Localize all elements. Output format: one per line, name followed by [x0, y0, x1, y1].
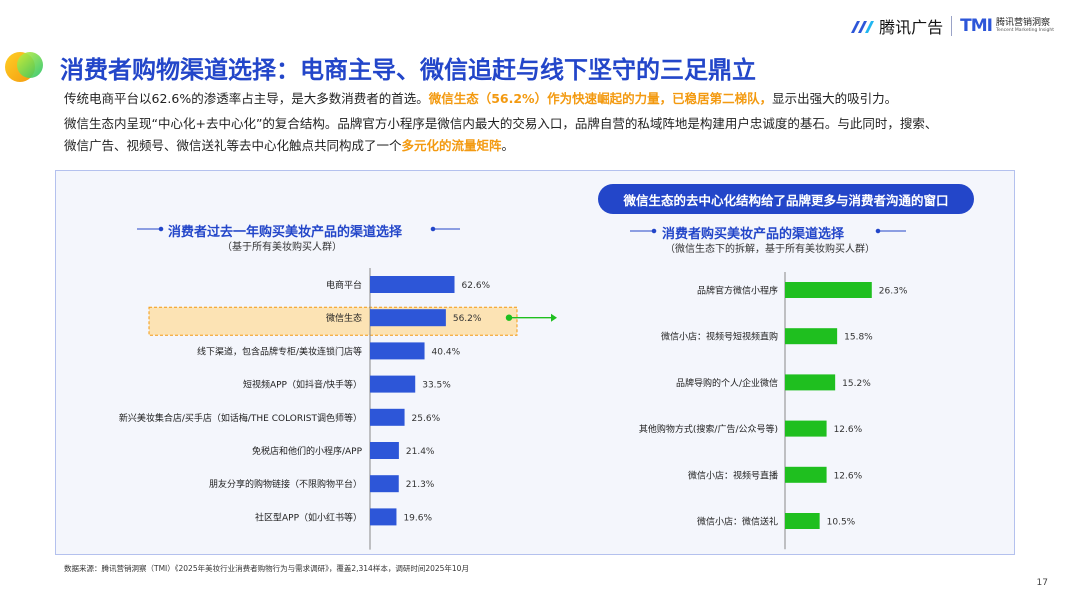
paragraph-3-highlight: 多元化的流量矩阵 — [401, 138, 502, 153]
right-value-label-3: 12.6% — [834, 425, 863, 435]
left-value-label-7: 19.6% — [403, 513, 432, 523]
right-category-label-1: 微信小店：视频号短视频直购 — [661, 331, 778, 343]
right-chart-subtitle: 消费者购买美妆产品的渠道选择 — [662, 227, 845, 242]
left-bar-4 — [370, 408, 405, 426]
right-category-label-2: 品牌导购的个人/企业微信 — [676, 377, 778, 389]
left-category-label-6: 朋友分享的购物链接（不限购物平台） — [209, 478, 362, 490]
right-chart-note: （微信生态下的拆解，基于所有美妆购买人群） — [665, 244, 875, 255]
paragraph-3-text-b: 。 — [501, 138, 515, 153]
left-chart-subtitle: 消费者过去一年购买美妆产品的渠道选择 — [168, 225, 403, 240]
right-subtitle-dot-r — [875, 228, 881, 234]
highlight-box — [148, 306, 518, 336]
left-bar-2 — [370, 342, 425, 360]
paragraph-1: 传统电商平台以62.6%的渗透率占主导，是大多数消费者的首选。微信生态（56.2… — [64, 91, 898, 106]
left-category-label-3: 短视频APP（如抖音/快手等） — [243, 379, 362, 391]
left-chart-note: （基于所有美妆购买人群） — [222, 242, 342, 253]
left-value-label-4: 25.6% — [412, 414, 441, 424]
source-note: 数据来源：腾讯营销洞察（TMI）《2025年美妆行业消费者购物行为与需求调研》，… — [64, 564, 469, 573]
left-subtitle-dot-r — [430, 226, 436, 232]
left-bar-0 — [370, 276, 455, 293]
left-value-label-6: 21.3% — [406, 480, 435, 490]
left-category-label-7: 社区型APP（如小红书等） — [255, 511, 362, 523]
left-bar-1 — [370, 309, 446, 327]
paragraph-3-text-a: 微信广告、视频号、微信送礼等去中心化触点共同构成了一个 — [64, 138, 402, 153]
title-bullet-icon — [5, 52, 43, 82]
right-bar-4 — [785, 466, 827, 483]
left-category-label-0: 电商平台 — [326, 279, 362, 291]
paragraph-3: 微信广告、视频号、微信送礼等去中心化触点共同构成了一个多元化的流量矩阵。 — [64, 138, 515, 153]
tmi-mark: TMI — [960, 16, 993, 36]
left-bar-3 — [370, 375, 416, 393]
paragraph-1-highlight: 微信生态（56.2%）作为快速崛起的力量，已稳居第二梯队， — [428, 91, 773, 106]
tmi-en-text: Tencent Marketing Insight — [996, 27, 1054, 33]
left-value-label-5: 21.4% — [406, 447, 435, 457]
logo-divider — [951, 16, 953, 36]
chart-panel — [55, 170, 1015, 555]
page-title: 消费者购物渠道选择：电商主导、微信追赶与线下坚守的三足鼎立 — [60, 56, 756, 84]
page-number: 17 — [1036, 578, 1048, 588]
tmi-logo: TMI 腾讯营销洞察 Tencent Marketing Insight — [960, 16, 1054, 36]
right-bar-1 — [785, 328, 838, 345]
highlight-arrow-head — [551, 313, 557, 322]
right-category-label-3: 其他购物方式(搜索/广告/公众号等) — [639, 423, 778, 435]
left-category-label-5: 免税店和他们的小程序/APP — [252, 445, 363, 457]
left-category-label-1: 微信生态 — [326, 312, 362, 324]
right-value-label-5: 10.5% — [827, 518, 856, 528]
right-value-label-4: 12.6% — [834, 471, 863, 481]
left-bar-5 — [370, 442, 399, 459]
right-bar-3 — [785, 420, 827, 437]
right-subtitle-dot-l — [651, 228, 657, 234]
paragraph-2: 微信生态内呈现“中心化+去中心化”的复合结构。品牌官方小程序是微信内最大的交易入… — [64, 116, 938, 131]
paragraph-1-text-a: 传统电商平台以62.6%的渗透率占主导，是大多数消费者的首选。 — [64, 91, 429, 106]
left-subtitle-dot-l — [158, 226, 164, 232]
left-bar-chart: 电商平台 62.6% 微信生态 56.2% 线下渠道，包含品牌专柜/美妆连锁门店等 40.… — [119, 268, 557, 550]
left-bar-6 — [370, 475, 399, 493]
header-logos: 腾讯广告 TMI 腾讯营销洞察 Tencent Marketing Insigh… — [849, 14, 1054, 38]
left-value-label-1: 56.2% — [453, 314, 482, 324]
left-value-label-2: 40.4% — [432, 347, 461, 357]
left-category-label-2: 线下渠道，包含品牌专柜/美妆连锁门店等 — [197, 345, 362, 357]
tencent-ads-text: 腾讯广告 — [879, 18, 944, 37]
right-value-label-2: 15.2% — [842, 379, 871, 389]
callout-pill: 微信生态的去中心化结构给了品牌更多与消费者沟通的窗口 — [598, 184, 974, 214]
paragraph-1-text-b: 显示出强大的吸引力。 — [772, 91, 898, 106]
left-bar-7 — [370, 508, 397, 526]
right-value-label-1: 15.8% — [844, 333, 873, 343]
tmi-cn-text: 腾讯营销洞察 — [996, 17, 1051, 28]
left-value-label-0: 62.6% — [462, 281, 491, 291]
right-category-label-4: 微信小店：视频号直播 — [688, 469, 778, 481]
tencent-ads-logo: 腾讯广告 — [849, 14, 943, 38]
right-category-label-5: 微信小店：微信送礼 — [697, 516, 778, 528]
right-value-label-0: 26.3% — [879, 287, 908, 297]
right-bar-2 — [785, 374, 836, 391]
right-bar-chart: 品牌官方微信小程序 26.3% 微信小店：视频号短视频直购 15.8% 品牌导购的个人/… — [639, 272, 908, 550]
right-bar-0 — [785, 282, 872, 298]
right-bar-5 — [785, 513, 820, 529]
left-category-label-4: 新兴美妆集合店/买手店（如话梅/THE COLORIST调色师等） — [119, 412, 362, 424]
tencent-ads-icon — [851, 21, 875, 33]
right-category-label-0: 品牌官方微信小程序 — [697, 285, 778, 297]
left-value-label-3: 33.5% — [422, 381, 451, 391]
